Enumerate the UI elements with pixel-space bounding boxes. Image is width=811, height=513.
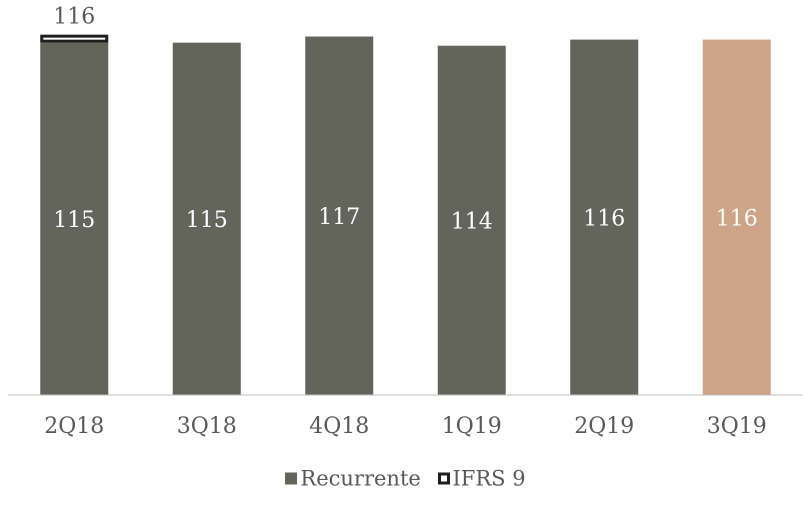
bar-recurrente-2Q18 xyxy=(40,42,109,395)
x-tick-label-3Q19: 3Q19 xyxy=(707,414,767,439)
x-tick-label-1Q19: 1Q19 xyxy=(442,414,502,439)
bar-recurrente-1Q19 xyxy=(437,45,506,396)
x-tick-label-2Q19: 2Q19 xyxy=(574,414,634,439)
bars-layer xyxy=(40,34,771,396)
data-label-3Q18: 115 xyxy=(186,208,228,233)
bar-ifrs9-2Q18 xyxy=(40,34,109,43)
labels-layer: 115 116 2Q18 115 3Q18 117 4Q18 114 1Q19 116 2Q19 11… xyxy=(44,5,767,439)
data-label-3Q19: 116 xyxy=(716,206,758,231)
legend-item-recurrente: Recurrente xyxy=(285,466,421,491)
legend-swatch-recurrente xyxy=(285,472,298,485)
bar-recurrente-3Q18 xyxy=(172,42,241,395)
legend: Recurrente IFRS 9 xyxy=(0,466,811,491)
bar-recurrente-3Q19 xyxy=(702,39,771,396)
bar-recurrente-4Q18 xyxy=(305,36,374,395)
legend-item-ifrs9: IFRS 9 xyxy=(437,466,526,491)
data-label-2Q19: 116 xyxy=(583,206,625,231)
legend-label-ifrs9: IFRS 9 xyxy=(452,466,526,491)
x-tick-label-2Q18: 2Q18 xyxy=(44,414,104,439)
data-label-4Q18: 117 xyxy=(318,205,360,230)
legend-swatch-ifrs9 xyxy=(437,472,450,485)
x-tick-label-3Q18: 3Q18 xyxy=(177,414,237,439)
data-label-1Q19: 114 xyxy=(451,209,493,234)
x-tick-label-4Q18: 4Q18 xyxy=(309,414,369,439)
bar-recurrente-2Q19 xyxy=(570,39,639,396)
legend-label-recurrente: Recurrente xyxy=(300,466,421,491)
data-label-2Q18: 115 xyxy=(53,208,95,233)
total-label-2Q18: 116 xyxy=(53,5,95,30)
